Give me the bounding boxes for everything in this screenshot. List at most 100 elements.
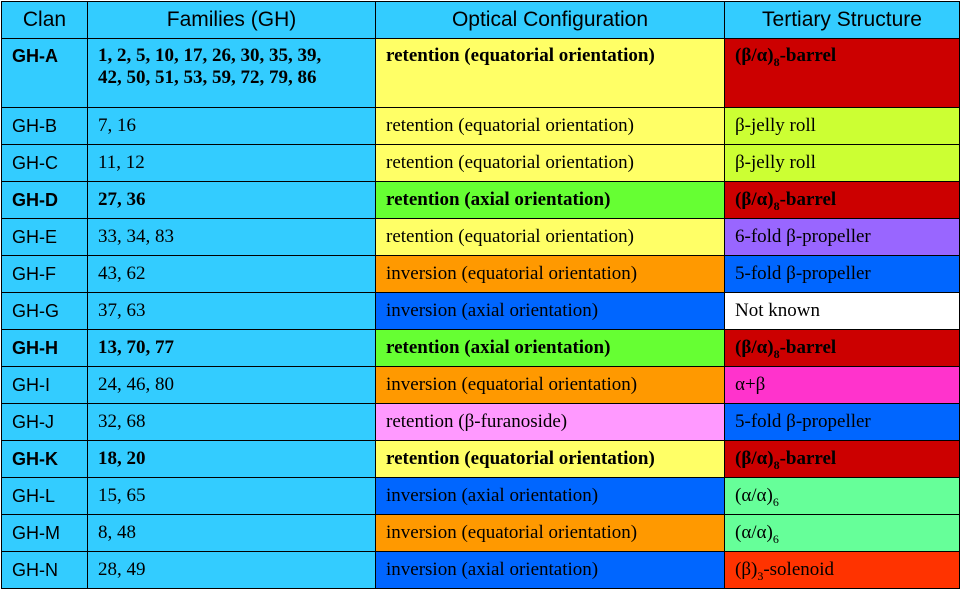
optical-cell: inversion (axial orientation)	[375, 292, 725, 330]
families-cell: 32, 68	[87, 403, 376, 441]
table-row: GH-D 27, 36 retention (axial orientation…	[1, 181, 960, 219]
tertiary-text: (β/α)	[735, 45, 774, 66]
optical-cell: retention (equatorial orientation)	[375, 144, 725, 182]
optical-cell: inversion (equatorial orientation)	[375, 255, 725, 293]
tertiary-cell: β-jelly roll	[724, 107, 960, 145]
table-row: GH-H 13, 70, 77 retention (axial orienta…	[1, 329, 960, 367]
header-families: Families (GH)	[87, 1, 376, 39]
tertiary-text: (α/α)	[735, 522, 773, 543]
families-cell: 1, 2, 5, 10, 17, 26, 30, 35, 39, 42, 50, …	[87, 38, 376, 108]
optical-cell: inversion (equatorial orientation)	[375, 366, 725, 404]
table-row: GH-E 33, 34, 83 retention (equatorial or…	[1, 218, 960, 256]
table-row: GH-F 43, 62 inversion (equatorial orient…	[1, 255, 960, 293]
tertiary-text: 5-fold β-propeller	[735, 263, 871, 284]
tertiary-text: Not known	[735, 300, 820, 321]
header-row: Clan Families (GH) Optical Configuration…	[1, 1, 960, 39]
tertiary-cell: (α/α)6	[724, 514, 960, 552]
tertiary-cell: (β/α)8-barrel	[724, 38, 960, 108]
clan-cell: GH-J	[1, 403, 88, 441]
clan-cell: GH-A	[1, 38, 88, 108]
clan-cell: GH-B	[1, 107, 88, 145]
clan-cell: GH-I	[1, 366, 88, 404]
tertiary-subscript: 8	[773, 198, 780, 213]
tertiary-subscript: 3	[757, 568, 764, 583]
families-cell: 43, 62	[87, 255, 376, 293]
optical-cell: inversion (equatorial orientation)	[375, 514, 725, 552]
families-cell: 24, 46, 80	[87, 366, 376, 404]
tertiary-cell: (β/α)8-barrel	[724, 181, 960, 219]
optical-cell: retention (equatorial orientation)	[375, 38, 725, 108]
tertiary-text: α+β	[735, 374, 766, 395]
families-line: 1, 2, 5, 10, 17, 26, 30, 35, 39,	[98, 45, 322, 66]
tertiary-text: (α/α)	[735, 485, 773, 506]
tertiary-cell: (β/α)8-barrel	[724, 329, 960, 367]
tertiary-suffix: -solenoid	[763, 559, 835, 580]
clan-cell: GH-M	[1, 514, 88, 552]
optical-cell: inversion (axial orientation)	[375, 477, 725, 515]
header-clan: Clan	[1, 1, 88, 39]
families-cell: 27, 36	[87, 181, 376, 219]
table-row: GH-J 32, 68 retention (β-furanoside) 5-f…	[1, 403, 960, 441]
optical-cell: retention (β-furanoside)	[375, 403, 725, 441]
tertiary-text: 6-fold β-propeller	[735, 226, 871, 247]
table-row: GH-A 1, 2, 5, 10, 17, 26, 30, 35, 39, 42,…	[1, 38, 960, 108]
header-tertiary-structure: Tertiary Structure	[724, 1, 960, 39]
clan-cell: GH-K	[1, 440, 88, 478]
optical-cell: retention (axial orientation)	[375, 329, 725, 367]
tertiary-cell: (β)3-solenoid	[724, 551, 960, 589]
families-cell: 18, 20	[87, 440, 376, 478]
tertiary-text: 5-fold β-propeller	[735, 411, 871, 432]
tertiary-text: (β)	[735, 559, 758, 580]
tertiary-subscript: 6	[772, 531, 779, 546]
tertiary-cell: 5-fold β-propeller	[724, 403, 960, 441]
header-optical-configuration: Optical Configuration	[375, 1, 725, 39]
families-cell: 8, 48	[87, 514, 376, 552]
table-row: GH-B 7, 16 retention (equatorial orienta…	[1, 107, 960, 145]
clan-cell: GH-C	[1, 144, 88, 182]
tertiary-cell: Not known	[724, 292, 960, 330]
tertiary-suffix: -barrel	[779, 448, 837, 469]
clan-cell: GH-N	[1, 551, 88, 589]
table-row: GH-K 18, 20 retention (equatorial orient…	[1, 440, 960, 478]
optical-cell: retention (equatorial orientation)	[375, 218, 725, 256]
tertiary-cell: (β/α)8-barrel	[724, 440, 960, 478]
tertiary-cell: α+β	[724, 366, 960, 404]
table-row: GH-N 28, 49 inversion (axial orientation…	[1, 551, 960, 589]
optical-cell: retention (equatorial orientation)	[375, 440, 725, 478]
families-line: 42, 50, 51, 53, 59, 72, 79, 86	[98, 67, 317, 88]
families-cell: 37, 63	[87, 292, 376, 330]
optical-cell: inversion (axial orientation)	[375, 551, 725, 589]
tertiary-text: β-jelly roll	[735, 115, 816, 136]
tertiary-text: (β/α)	[735, 337, 774, 358]
tertiary-text: (β/α)	[735, 189, 774, 210]
table-row: GH-I 24, 46, 80 inversion (equatorial or…	[1, 366, 960, 404]
clan-cell: GH-G	[1, 292, 88, 330]
table-row: GH-M 8, 48 inversion (equatorial orienta…	[1, 514, 960, 552]
tertiary-cell: 5-fold β-propeller	[724, 255, 960, 293]
tertiary-suffix: -barrel	[779, 45, 837, 66]
tertiary-subscript: 6	[772, 494, 779, 509]
clan-cell: GH-L	[1, 477, 88, 515]
families-cell: 13, 70, 77	[87, 329, 376, 367]
tertiary-text: β-jelly roll	[735, 152, 816, 173]
tertiary-cell: 6-fold β-propeller	[724, 218, 960, 256]
clan-cell: GH-E	[1, 218, 88, 256]
tertiary-suffix: -barrel	[779, 337, 837, 358]
table-row: GH-G 37, 63 inversion (axial orientation…	[1, 292, 960, 330]
clan-cell: GH-F	[1, 255, 88, 293]
tertiary-text: (β/α)	[735, 448, 774, 469]
families-cell: 7, 16	[87, 107, 376, 145]
clan-cell: GH-H	[1, 329, 88, 367]
families-cell: 11, 12	[87, 144, 376, 182]
families-cell: 15, 65	[87, 477, 376, 515]
table-row: GH-L 15, 65 inversion (axial orientation…	[1, 477, 960, 515]
tertiary-cell: β-jelly roll	[724, 144, 960, 182]
tertiary-subscript: 8	[773, 346, 780, 361]
tertiary-subscript: 8	[773, 54, 780, 69]
clan-cell: GH-D	[1, 181, 88, 219]
tertiary-suffix: -barrel	[779, 189, 837, 210]
optical-cell: retention (equatorial orientation)	[375, 107, 725, 145]
families-cell: 33, 34, 83	[87, 218, 376, 256]
families-cell: 28, 49	[87, 551, 376, 589]
